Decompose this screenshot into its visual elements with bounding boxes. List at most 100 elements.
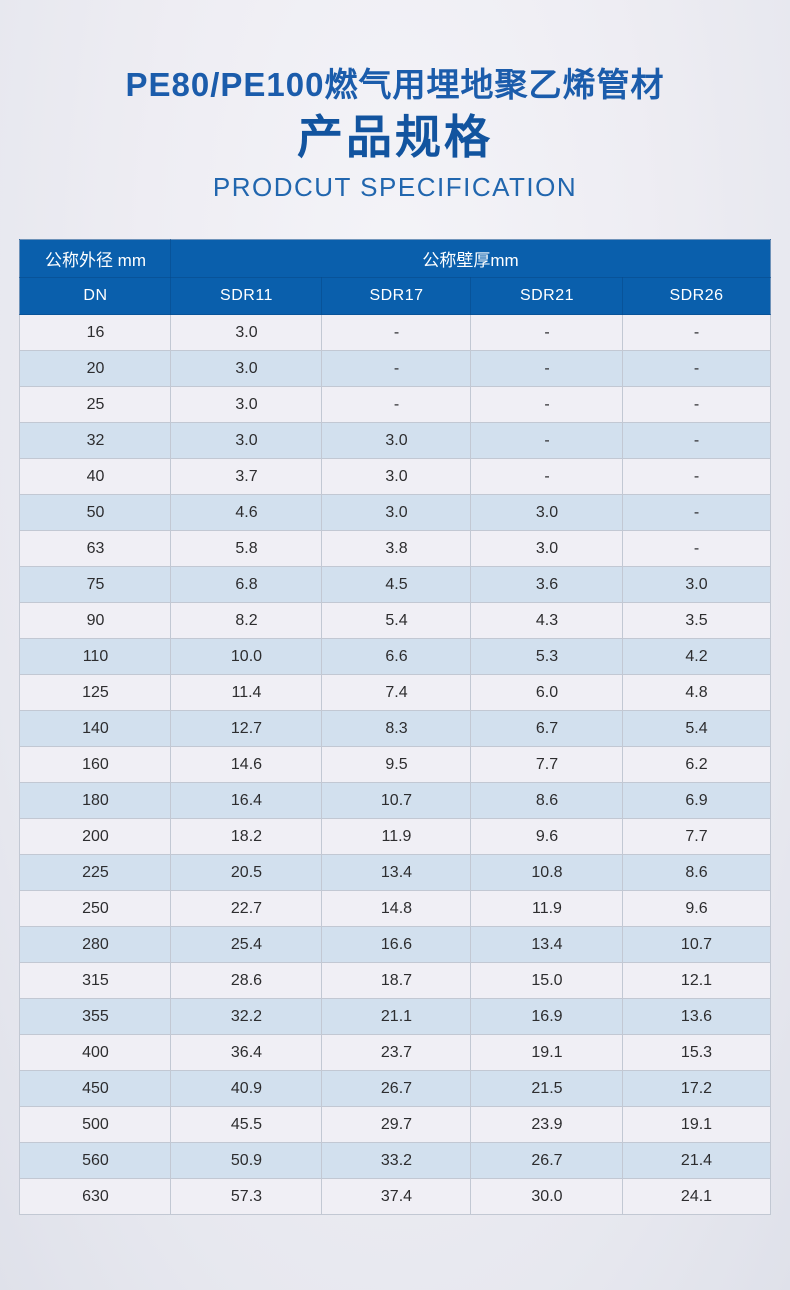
thickness-cell: 6.2 [622,746,771,784]
thickness-cell: 20.5 [170,854,323,892]
header-cell-dn: DN [19,277,172,316]
dn-cell: 630 [19,1178,172,1216]
dn-cell: 280 [19,926,172,964]
thickness-cell: 4.5 [321,566,472,604]
thickness-cell: 3.0 [170,350,323,388]
thickness-cell: 6.7 [470,710,624,748]
table-row: 450 40.9 26.7 21.5 17.2 [19,1070,771,1108]
thickness-cell: 21.4 [622,1142,771,1180]
thickness-cell: 3.0 [622,566,771,604]
thickness-cell: - [321,314,472,352]
table-row: 50 4.6 3.0 3.0- [19,494,771,532]
thickness-cell: 13.4 [470,926,624,964]
thickness-cell: - [470,314,624,352]
dn-cell: 200 [19,818,172,856]
thickness-cell: 19.1 [622,1106,771,1144]
thickness-cell: 3.6 [470,566,624,604]
thickness-cell: 3.7 [170,458,323,496]
thickness-cell: 12.7 [170,710,323,748]
thickness-cell: - [470,422,624,460]
table-row: 16 3.0- - - [19,314,771,352]
thickness-cell: - [622,350,771,388]
thickness-cell: 32.2 [170,998,323,1036]
thickness-cell: 19.1 [470,1034,624,1072]
dn-cell: 160 [19,746,172,784]
thickness-cell: 6.0 [470,674,624,712]
thickness-cell: 21.1 [321,998,472,1036]
thickness-cell: 25.4 [170,926,323,964]
thickness-cell: 23.9 [470,1106,624,1144]
thickness-cell: - [622,494,771,532]
thickness-cell: 13.6 [622,998,771,1036]
thickness-cell: 3.0 [321,494,472,532]
thickness-cell: 10.7 [622,926,771,964]
dn-cell: 90 [19,602,172,640]
thickness-cell: 6.6 [321,638,472,676]
thickness-cell: 9.6 [622,890,771,928]
thickness-cell: 28.6 [170,962,323,1000]
dn-cell: 355 [19,998,172,1036]
thickness-cell: 16.9 [470,998,624,1036]
dn-cell: 180 [19,782,172,820]
dn-cell: 315 [19,962,172,1000]
page-header: PE80/PE100燃气用埋地聚乙烯管材 产品规格 PRODCUT SPECIF… [0,0,790,201]
thickness-cell: 7.4 [321,674,472,712]
page-subtitle-english: PRODCUT SPECIFICATION [212,171,578,202]
thickness-cell: 10.7 [321,782,472,820]
thickness-cell: 3.0 [470,494,624,532]
thickness-cell: 6.9 [622,782,771,820]
thickness-cell: 23.7 [321,1034,472,1072]
thickness-cell: 16.4 [170,782,323,820]
thickness-cell: 10.0 [170,638,323,676]
dn-cell: 75 [19,566,172,604]
thickness-cell: 4.8 [622,674,771,712]
page-title: 产品规格 [297,110,493,163]
dn-cell: 225 [19,854,172,892]
thickness-cell: 3.0 [170,314,323,352]
thickness-cell: - [470,350,624,388]
thickness-cell: 14.8 [321,890,472,928]
table-row: 315 28.6 18.7 15.0 12.1 [19,962,771,1000]
thickness-cell: 14.6 [170,746,323,784]
spec-table-header: 公称外径 mm 公称壁厚mm DN SDR11 SDR17 SDR21 SDR2… [19,239,771,316]
thickness-cell: 16.6 [321,926,472,964]
thickness-cell: 13.4 [321,854,472,892]
header-cell-sdr17: SDR17 [321,277,472,316]
thickness-cell: 10.8 [470,854,624,892]
thickness-cell: 21.5 [470,1070,624,1108]
thickness-cell: 18.7 [321,962,472,1000]
header-cell-sdr11: SDR11 [170,277,323,316]
thickness-cell: - [470,386,624,424]
table-row: 355 32.2 21.1 16.9 13.6 [19,998,771,1036]
thickness-cell: - [321,386,472,424]
thickness-cell: 6.8 [170,566,323,604]
thickness-cell: 17.2 [622,1070,771,1108]
thickness-cell: 45.5 [170,1106,323,1144]
dn-cell: 140 [19,710,172,748]
thickness-cell: 15.0 [470,962,624,1000]
thickness-cell: 5.4 [622,710,771,748]
dn-cell: 125 [19,674,172,712]
thickness-cell: 15.3 [622,1034,771,1072]
thickness-cell: 7.7 [470,746,624,784]
table-row: 90 8.2 5.4 4.3 3.5 [19,602,771,640]
spec-table-body: 16 3.0- - -20 3.0- - -25 3.0- - -32 3.0 3.0- -40 3.7 3… [19,314,771,1216]
header-row-groups: 公称外径 mm 公称壁厚mm [19,239,771,279]
thickness-cell: 4.6 [170,494,323,532]
header-row-columns: DN SDR11 SDR17 SDR21 SDR26 [19,277,771,316]
dn-cell: 20 [19,350,172,388]
table-row: 560 50.9 33.2 26.7 21.4 [19,1142,771,1180]
thickness-cell: 9.6 [470,818,624,856]
dn-cell: 560 [19,1142,172,1180]
thickness-cell: - [321,350,472,388]
dn-cell: 63 [19,530,172,568]
thickness-cell: 36.4 [170,1034,323,1072]
thickness-cell: 8.6 [622,854,771,892]
table-row: 110 10.0 6.6 5.3 4.2 [19,638,771,676]
header-cell-sdr26: SDR26 [622,277,771,316]
thickness-cell: 11.4 [170,674,323,712]
thickness-cell: 33.2 [321,1142,472,1180]
table-row: 25 3.0- - - [19,386,771,424]
dn-cell: 40 [19,458,172,496]
dn-cell: 400 [19,1034,172,1072]
